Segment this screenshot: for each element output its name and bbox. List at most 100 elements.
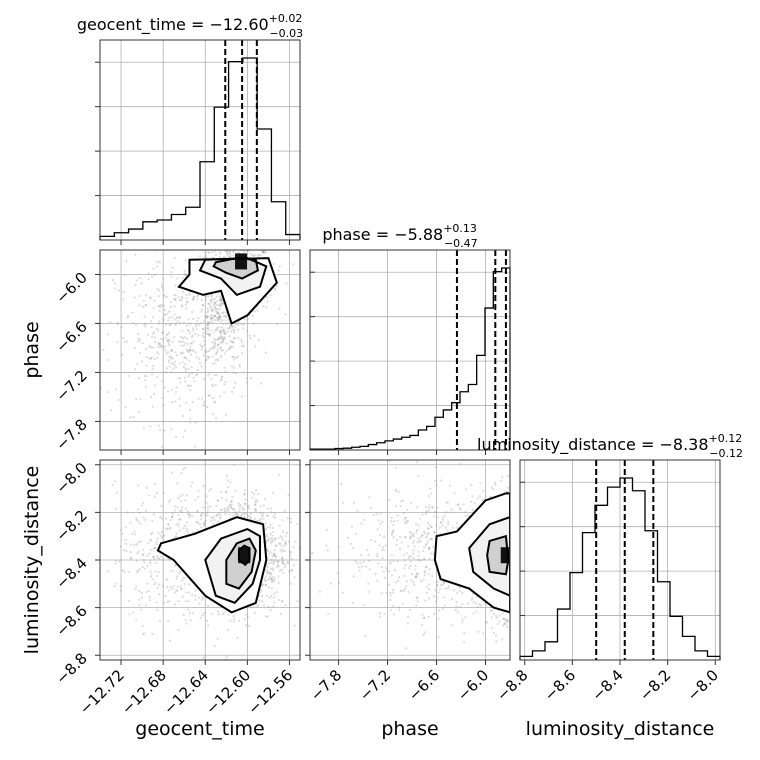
sample-point [259,511,262,514]
sample-point [270,580,274,583]
sample-point [153,299,156,302]
sample-point [253,334,256,338]
sample-point [271,526,274,530]
sample-point [160,504,163,508]
sample-point [415,575,418,578]
sample-point [260,594,264,598]
sample-point [210,329,213,332]
sample-point [195,328,198,331]
sample-point [390,574,394,577]
sample-point [160,531,163,534]
sample-point [162,319,165,322]
sample-point [265,535,268,538]
sample-point [512,503,514,505]
sample-point [206,406,209,409]
sample-point [515,567,517,569]
sample-point [360,522,363,525]
sample-point [446,529,449,532]
sample-point [213,319,216,322]
sample-point [228,255,231,258]
sample-point [171,401,174,404]
sample-point [425,566,429,569]
sample-point [261,515,264,518]
sample-point [174,323,177,327]
sample-point [214,314,217,317]
sample-point [232,511,235,514]
sample-point [156,260,159,263]
sample-point [163,314,166,317]
sample-point [287,540,291,543]
sample-point [210,612,213,615]
sample-point [522,544,524,546]
sample-point [182,613,185,617]
sample-point [205,495,208,498]
sample-point [119,585,122,588]
sample-point [152,555,155,559]
sample-point [217,317,220,320]
sample-point [126,511,129,514]
sample-point [192,329,195,332]
sample-point [200,348,204,351]
sample-point [151,405,154,408]
sample-point [154,482,157,485]
sample-point [181,414,185,418]
sample-point [206,514,209,517]
sample-point [395,543,398,546]
sample-point [223,330,226,333]
sample-point [168,344,171,347]
sample-point [240,395,243,398]
sample-point [210,306,213,309]
sample-point [191,401,194,404]
sample-point [216,316,219,319]
sample-point [521,540,523,542]
sample-point [138,603,141,607]
sample-point [157,305,160,308]
sample-point [407,557,410,560]
sample-point [221,302,224,305]
sample-point [514,515,516,517]
sample-point [281,530,285,533]
sample-point [268,553,271,556]
sample-point [268,596,271,600]
sample-point [176,589,179,593]
sample-point [225,349,228,352]
sample-point [273,578,276,581]
sample-point [421,613,424,616]
sample-point [501,612,504,615]
sample-point [258,519,262,522]
sample-point [212,385,215,388]
sample-point [220,508,224,511]
sample-point [257,603,260,606]
sample-point [169,305,172,309]
sample-point [149,296,152,299]
sample-point [188,421,192,424]
sample-point [95,294,97,296]
sample-point [208,394,211,398]
sample-point [354,560,358,563]
sample-point [168,558,171,561]
sample-point [124,526,127,529]
sample-point [253,254,256,257]
sample-point [214,328,217,332]
sample-point [381,545,385,549]
sample-point [132,415,135,419]
sample-point [215,351,218,355]
sample-point [388,570,391,573]
sample-point [143,315,146,318]
sample-point [199,514,203,517]
sample-point [168,316,171,319]
sample-point [427,615,430,618]
sample-point [428,504,431,507]
sample-point [222,612,225,616]
sample-point [206,323,209,326]
sample-point [219,516,222,519]
sample-point [398,575,401,579]
sample-point [465,488,468,491]
sample-point [150,373,154,376]
sample-point [185,297,188,300]
sample-point [121,532,124,535]
sample-point [218,303,222,307]
sample-point [270,559,273,562]
sample-point [189,417,192,420]
sample-point [522,532,524,534]
